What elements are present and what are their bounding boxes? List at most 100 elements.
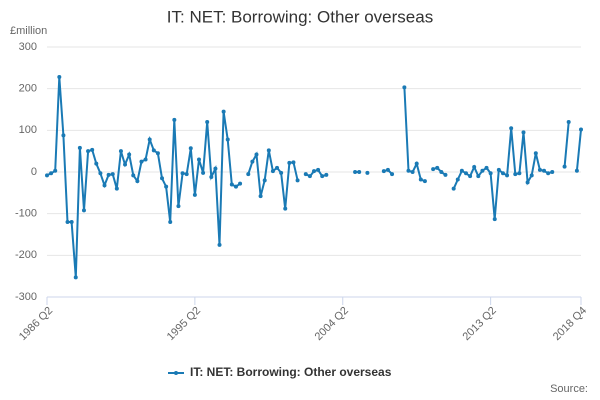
point xyxy=(147,137,152,142)
point xyxy=(488,171,493,176)
line xyxy=(46,76,582,278)
point xyxy=(418,177,423,182)
point xyxy=(283,206,288,211)
point xyxy=(410,170,415,174)
point xyxy=(574,168,579,173)
point xyxy=(53,168,58,173)
point xyxy=(254,152,259,157)
point xyxy=(61,133,66,138)
point xyxy=(164,184,169,189)
point xyxy=(81,208,86,213)
point xyxy=(476,174,481,179)
point xyxy=(45,173,49,178)
point xyxy=(106,172,111,177)
point xyxy=(472,165,477,169)
point xyxy=(65,220,70,224)
x-tick-label: 2004 Q2 xyxy=(313,305,351,343)
point xyxy=(505,173,510,178)
point xyxy=(529,173,534,178)
point xyxy=(98,171,103,176)
point xyxy=(496,167,501,172)
point xyxy=(365,170,370,175)
point xyxy=(484,165,489,170)
point xyxy=(542,168,547,173)
point xyxy=(422,179,427,184)
point xyxy=(49,171,54,176)
point xyxy=(275,165,280,170)
point xyxy=(521,130,526,135)
source: Source: xyxy=(550,383,588,395)
point xyxy=(517,171,522,176)
point xyxy=(509,126,514,131)
x-tick-label: 1986 Q2 xyxy=(17,305,55,343)
point xyxy=(562,164,567,169)
point xyxy=(385,167,390,172)
point xyxy=(196,157,201,162)
point xyxy=(139,159,144,164)
point xyxy=(225,137,230,142)
y-tick-label: -100 xyxy=(15,208,37,220)
legend-label: IT: NET: Borrowing: Other overseas xyxy=(190,365,392,379)
point xyxy=(390,172,395,177)
point xyxy=(118,149,123,154)
point xyxy=(443,172,448,177)
point xyxy=(188,146,193,151)
point xyxy=(213,166,218,171)
point xyxy=(123,162,128,167)
point xyxy=(279,170,284,175)
point xyxy=(307,174,312,179)
point xyxy=(102,183,107,188)
y-tick-label: 0 xyxy=(31,166,37,178)
point xyxy=(525,180,530,185)
point xyxy=(414,161,419,166)
y-tick-label: -200 xyxy=(15,249,37,261)
point xyxy=(406,168,411,173)
point xyxy=(110,172,115,177)
point xyxy=(287,160,292,165)
point xyxy=(270,169,275,174)
point xyxy=(381,169,386,174)
y-tick-label: 300 xyxy=(19,41,37,53)
point xyxy=(114,186,119,191)
point xyxy=(94,161,99,166)
point xyxy=(246,172,251,177)
point xyxy=(546,171,551,176)
y-axis-label: £million xyxy=(10,25,47,37)
point xyxy=(73,275,78,280)
point xyxy=(160,176,165,181)
point xyxy=(459,168,464,173)
point xyxy=(258,194,263,199)
point xyxy=(184,172,189,177)
point xyxy=(151,148,156,153)
point xyxy=(233,184,238,189)
point xyxy=(131,173,136,178)
point xyxy=(463,171,468,176)
point xyxy=(217,242,222,247)
chart-title: IT: NET: Borrowing: Other overseas xyxy=(167,7,433,26)
point xyxy=(492,217,497,222)
point xyxy=(57,75,62,79)
point xyxy=(303,172,308,177)
point xyxy=(168,220,173,224)
point xyxy=(295,178,300,183)
point xyxy=(566,120,571,124)
y-tick-label: -300 xyxy=(15,291,37,303)
point xyxy=(435,165,440,170)
point xyxy=(266,148,271,153)
point xyxy=(550,170,555,174)
point xyxy=(192,192,197,197)
point xyxy=(357,170,362,174)
point xyxy=(439,170,444,174)
point xyxy=(451,186,456,191)
point xyxy=(316,167,321,172)
point xyxy=(86,149,91,154)
point xyxy=(480,168,485,173)
point xyxy=(135,179,140,184)
point xyxy=(180,171,185,176)
point xyxy=(221,109,226,114)
point xyxy=(229,182,234,187)
point xyxy=(291,160,296,165)
point xyxy=(537,167,542,172)
point xyxy=(176,204,181,209)
point xyxy=(77,145,82,150)
